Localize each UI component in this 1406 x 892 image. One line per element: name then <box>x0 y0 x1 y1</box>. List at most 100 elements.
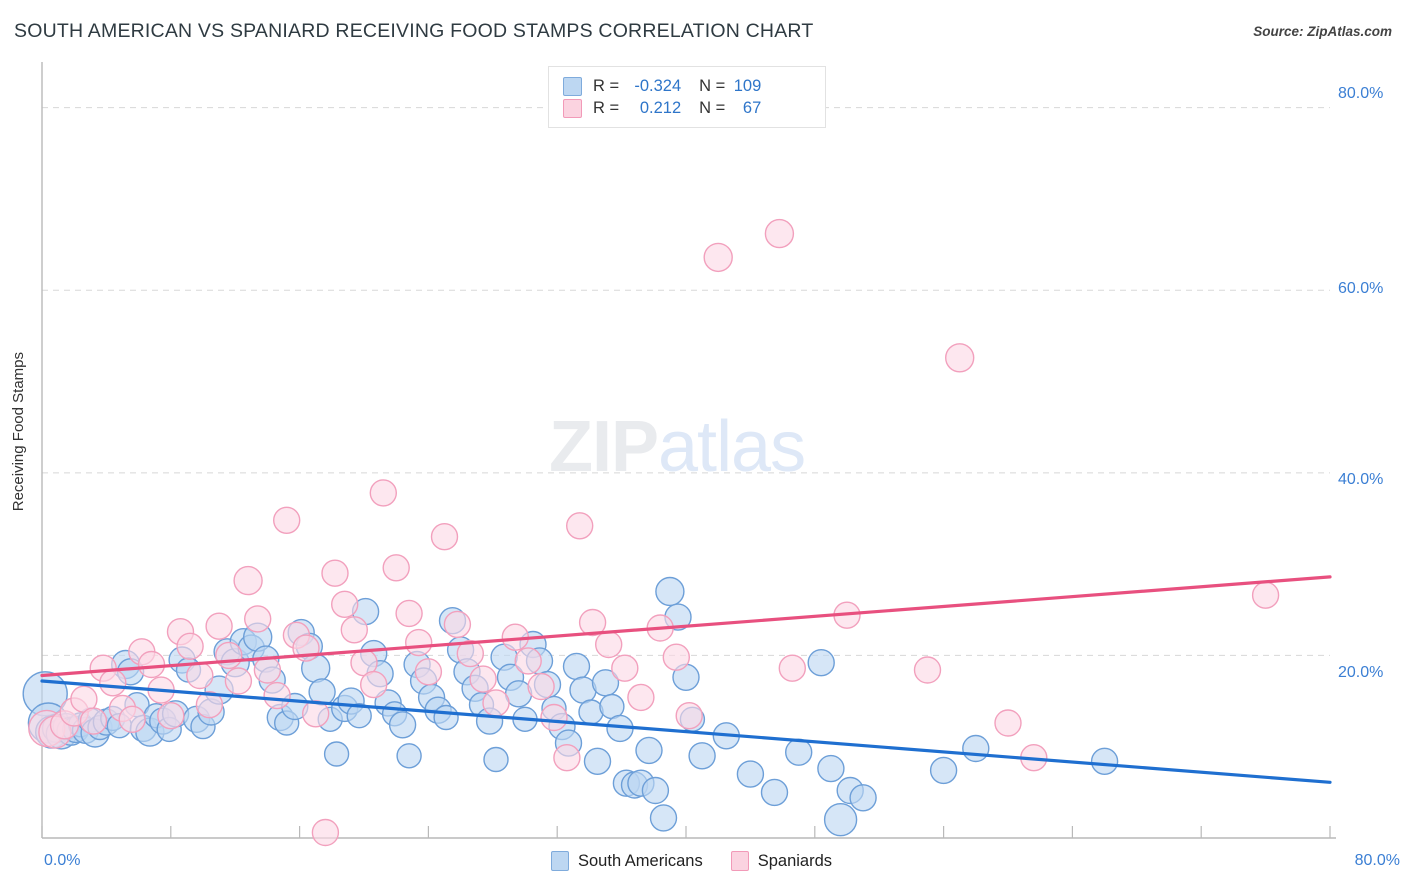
data-point <box>433 704 459 731</box>
data-point <box>736 760 765 788</box>
data-point <box>849 784 877 812</box>
data-point <box>764 218 795 249</box>
data-point <box>396 743 422 769</box>
data-point <box>443 610 472 639</box>
data-point <box>302 700 330 728</box>
trendline <box>40 575 1332 678</box>
data-point <box>273 506 301 534</box>
stats-legend-row-pink: R = 0.212 N = 67 <box>563 98 825 118</box>
y-axis-tick-20: 20.0% <box>1338 664 1384 681</box>
data-point <box>263 681 291 710</box>
data-point <box>79 707 108 735</box>
data-point <box>823 803 858 837</box>
x-axis-tick-max: 80.0% <box>1354 852 1400 869</box>
data-point <box>157 702 185 730</box>
x-axis-tick-min: 0.0% <box>44 852 81 869</box>
data-point <box>323 741 350 767</box>
data-point <box>1090 747 1119 775</box>
data-point <box>137 650 166 679</box>
data-point <box>945 343 975 373</box>
data-point <box>641 776 670 805</box>
data-point <box>186 661 214 690</box>
data-point <box>346 703 372 729</box>
data-point <box>994 709 1022 737</box>
data-point <box>703 242 733 273</box>
data-point <box>807 649 835 677</box>
data-point <box>655 576 685 607</box>
data-point <box>760 778 789 807</box>
data-point <box>578 608 607 637</box>
series-legend-label-spaniards[interactable]: Spaniards <box>757 851 833 870</box>
legend-swatch-south-americans <box>563 76 582 96</box>
stats-legend: R = -0.324 N = 109 R = 0.212 N = 67 <box>548 66 826 128</box>
series-legend-swatch-spaniards[interactable] <box>730 851 749 871</box>
data-point <box>514 647 542 675</box>
data-point <box>456 639 484 668</box>
y-axis-tick-80: 80.0% <box>1338 85 1384 102</box>
data-point <box>962 734 990 763</box>
data-point <box>778 654 806 682</box>
data-point <box>215 641 243 670</box>
n-label-blue: N = <box>699 76 726 95</box>
data-point <box>395 599 423 628</box>
data-point <box>1251 581 1280 609</box>
data-point <box>540 703 568 732</box>
n-label-pink: N = <box>699 98 726 117</box>
series-legend-swatch-south-americans[interactable] <box>551 851 569 871</box>
data-point <box>635 736 663 765</box>
data-point <box>382 554 410 582</box>
data-point <box>662 643 690 671</box>
r-value-pink: 0.212 <box>639 98 682 117</box>
r-value-blue: -0.324 <box>634 76 682 95</box>
data-point <box>583 747 612 775</box>
data-point <box>331 590 359 618</box>
data-point <box>340 616 368 644</box>
data-point <box>118 705 146 733</box>
data-point <box>649 804 678 832</box>
data-point <box>253 656 282 684</box>
data-point <box>224 667 253 695</box>
data-point <box>785 738 813 766</box>
data-point <box>627 683 655 712</box>
data-point <box>321 559 349 587</box>
trendline <box>40 679 1332 784</box>
y-axis-tick-40: 40.0% <box>1338 471 1384 488</box>
stats-legend-row-blue: R = -0.324 N = 109 <box>563 76 825 96</box>
data-point <box>244 605 272 633</box>
data-point <box>562 652 591 681</box>
data-point <box>929 756 958 785</box>
r-label-blue: R = <box>593 76 620 95</box>
page-title: SOUTH AMERICAN VS SPANIARD RECEIVING FOO… <box>14 20 814 42</box>
data-point <box>578 699 604 725</box>
data-point <box>688 742 716 770</box>
data-point <box>566 512 594 540</box>
data-point <box>469 665 497 693</box>
data-point <box>176 632 204 660</box>
data-point <box>611 654 639 682</box>
data-point <box>369 479 397 507</box>
data-point <box>482 689 510 717</box>
data-point <box>99 669 127 697</box>
data-point <box>595 630 623 659</box>
data-point <box>913 656 942 684</box>
data-point <box>414 658 443 686</box>
y-axis-tick-60: 60.0% <box>1338 280 1384 297</box>
series-legend-label-south-americans[interactable]: South Americans <box>578 851 703 870</box>
data-point <box>195 691 224 719</box>
data-point <box>405 628 433 657</box>
data-point <box>675 702 703 730</box>
data-point <box>388 711 417 739</box>
data-point <box>483 746 509 773</box>
data-point <box>360 670 388 699</box>
n-value-pink: 67 <box>742 98 762 117</box>
data-point <box>205 612 233 640</box>
data-point <box>430 523 459 551</box>
series-legend: South Americans Spaniards <box>551 851 832 871</box>
data-point <box>817 754 845 783</box>
n-value-blue: 109 <box>733 76 762 95</box>
series-south-americans <box>22 576 1119 837</box>
legend-swatch-spaniards <box>563 98 582 118</box>
source-label: Source: ZipAtlas.com <box>1253 24 1392 39</box>
